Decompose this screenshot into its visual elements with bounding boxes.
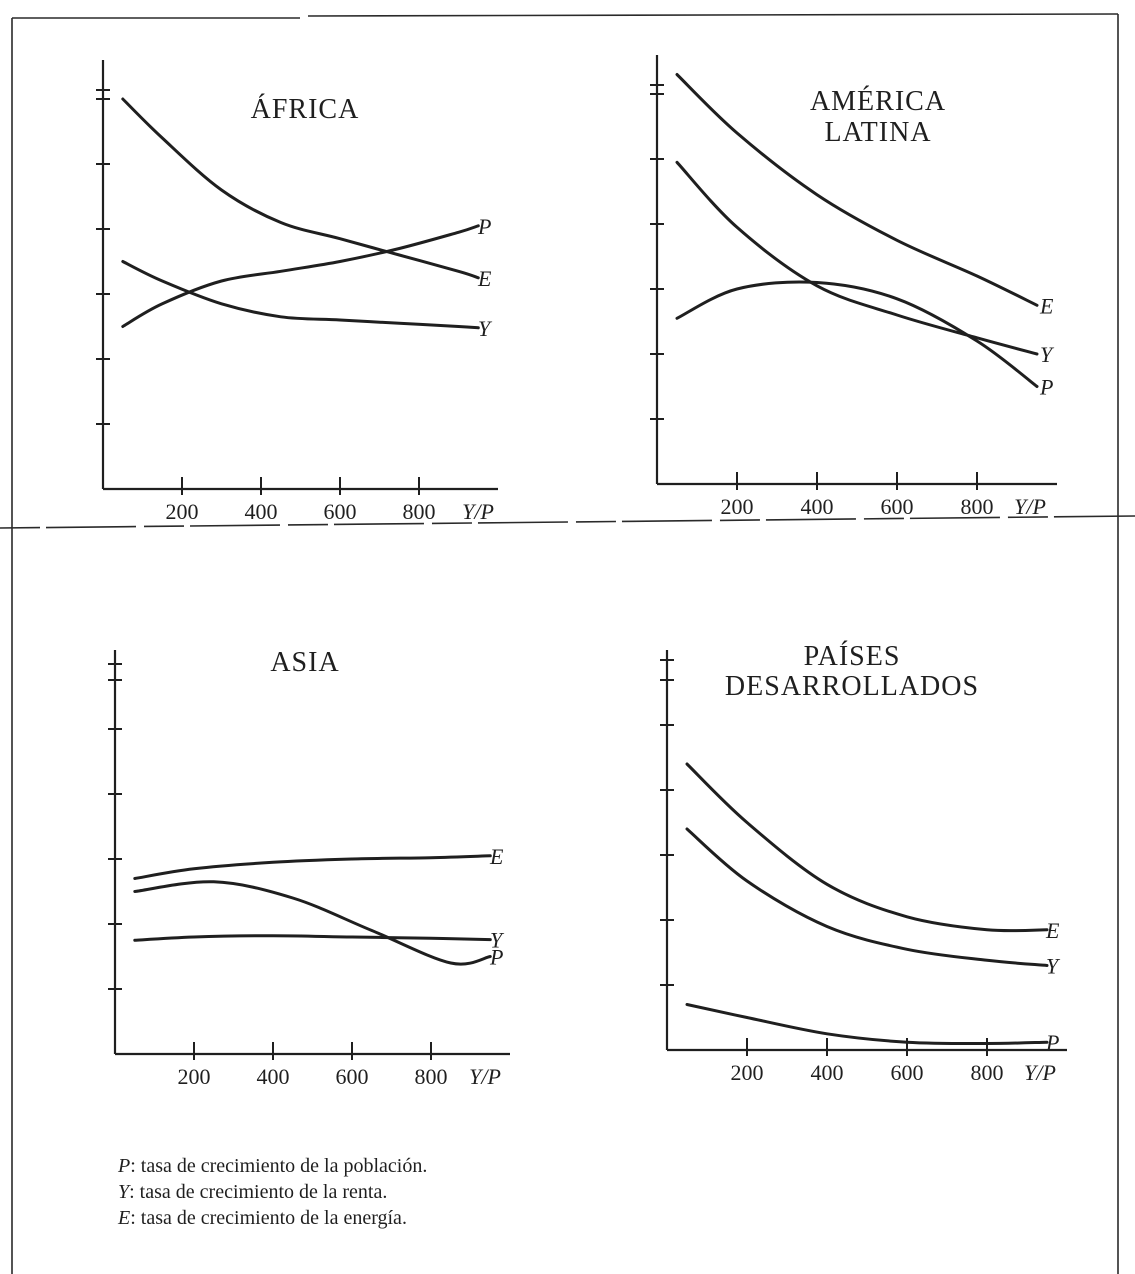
series-line-e xyxy=(121,97,480,280)
x-tick-label: 600 xyxy=(881,494,914,519)
series-label-y: Y xyxy=(490,928,505,953)
x-tick-label: 400 xyxy=(811,1060,844,1085)
series-label-p: P xyxy=(1039,375,1053,400)
x-tick-label: 800 xyxy=(971,1060,1004,1085)
series-line-y xyxy=(675,160,1039,356)
x-axis-name: Y/P xyxy=(1024,1060,1056,1085)
series-label-y: Y xyxy=(1040,342,1055,367)
chart-panel-asia: ASIA 200 400 600 800 Y/P E YP xyxy=(108,647,510,1089)
legend-entry-y: Y: tasa de crecimiento de la renta. xyxy=(118,1181,387,1203)
chart-title: PAÍSES xyxy=(804,641,901,672)
series-line-p xyxy=(133,880,492,966)
x-tick-label: 800 xyxy=(415,1064,448,1089)
x-tick-label: 200 xyxy=(721,494,754,519)
series-label-e: E xyxy=(477,266,492,291)
chart-title: DESARROLLADOS xyxy=(725,671,979,702)
series-label-p: P xyxy=(477,214,491,239)
series-line-e xyxy=(685,762,1049,933)
series-label-e: E xyxy=(1039,293,1054,318)
series-line-p xyxy=(121,224,480,328)
x-tick-label: 800 xyxy=(403,499,436,524)
series-line-p xyxy=(675,280,1039,388)
chart-panel-africa: ÁFRICA 200 400 600 800 Y/P EY P xyxy=(96,60,498,524)
series-line-e xyxy=(133,854,492,880)
x-tick-label: 600 xyxy=(336,1064,369,1089)
legend: P: tasa de crecimiento de la población. … xyxy=(117,1155,427,1229)
chart-title: ÁFRICA xyxy=(251,94,360,125)
x-axis-name: Y/P xyxy=(1014,494,1046,519)
series-label-e: E xyxy=(489,844,504,869)
series-label-y: Y xyxy=(478,316,493,341)
chart-title: LATINA xyxy=(824,117,931,148)
x-axis-name: Y/P xyxy=(462,499,494,524)
chart-title: AMÉRICA xyxy=(810,86,946,117)
series-label-y: Y xyxy=(1046,954,1061,979)
series-line-p xyxy=(685,1003,1049,1046)
series-label-p: P xyxy=(489,945,503,970)
legend-entry-p: P: tasa de crecimiento de la población. xyxy=(117,1155,427,1177)
x-axis-name: Y/P xyxy=(469,1064,501,1089)
series-line-y xyxy=(133,934,492,942)
x-tick-label: 400 xyxy=(801,494,834,519)
x-tick-label: 200 xyxy=(731,1060,764,1085)
legend-entry-e: E: tasa de crecimiento de la energía. xyxy=(117,1207,407,1229)
series-label-e: E xyxy=(1045,918,1060,943)
x-tick-label: 600 xyxy=(324,499,357,524)
x-tick-label: 400 xyxy=(245,499,278,524)
x-tick-label: 200 xyxy=(178,1064,211,1089)
x-tick-label: 600 xyxy=(891,1060,924,1085)
chart-title: ASIA xyxy=(270,647,339,678)
x-tick-label: 400 xyxy=(257,1064,290,1089)
series-line-y xyxy=(685,827,1049,967)
page-frame xyxy=(0,13,1135,1274)
x-tick-label: 800 xyxy=(961,494,994,519)
series-line-y xyxy=(121,260,480,330)
series-label-p: P xyxy=(1045,1030,1059,1055)
x-tick-label: 200 xyxy=(166,499,199,524)
series-line-e xyxy=(675,73,1039,307)
